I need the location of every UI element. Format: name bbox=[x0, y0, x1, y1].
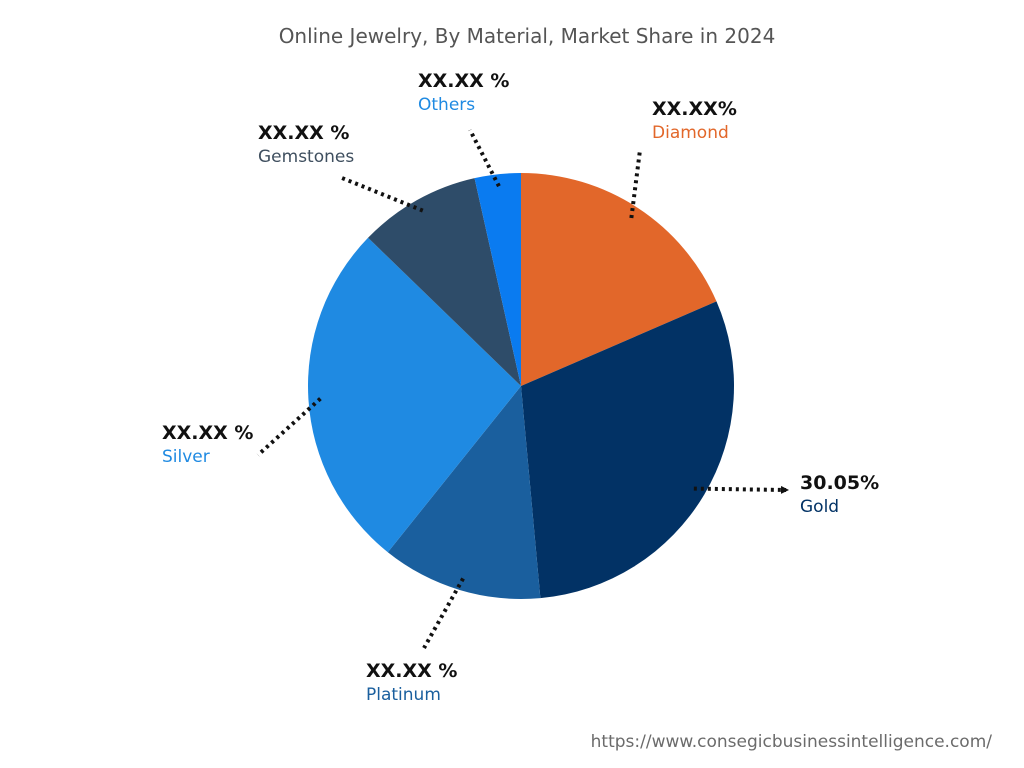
value-label-platinum: XX.XX % bbox=[366, 660, 458, 682]
pie-slice-gold bbox=[521, 301, 734, 599]
category-label-gemstones: Gemstones bbox=[258, 147, 355, 167]
pie-slice-diamond bbox=[521, 173, 717, 386]
value-label-others: XX.XX % bbox=[418, 70, 510, 92]
pie-slice-platinum bbox=[387, 386, 541, 599]
category-label-others: Others bbox=[418, 95, 476, 115]
leader-line-diamond bbox=[629, 149, 642, 219]
label-gold: 30.05% Gold bbox=[800, 474, 879, 516]
value-label-diamond: XX.XX% bbox=[652, 98, 737, 120]
pie-slice-silver bbox=[307, 237, 521, 553]
leader-line-silver bbox=[256, 397, 322, 457]
value-label-gemstones: XX.XX % bbox=[258, 122, 350, 144]
pie-slice-gemstones bbox=[368, 178, 521, 386]
label-platinum: XX.XX % Platinum bbox=[366, 662, 457, 704]
leader-line-gemstones bbox=[341, 176, 424, 213]
label-others: XX.XX % Others bbox=[418, 72, 509, 114]
value-label-gold: 30.05% bbox=[800, 472, 880, 494]
label-silver: XX.XX % Silver bbox=[162, 424, 253, 466]
category-label-gold: Gold bbox=[800, 497, 840, 517]
pie-slice-others bbox=[474, 173, 521, 386]
category-label-platinum: Platinum bbox=[366, 685, 441, 705]
label-gemstones: XX.XX % Gemstones bbox=[258, 124, 354, 166]
value-label-silver: XX.XX % bbox=[162, 422, 254, 444]
leader-line-gold bbox=[693, 485, 789, 494]
chart-title: Online Jewelry, By Material, Market Shar… bbox=[278, 24, 776, 48]
label-diamond: XX.XX% Diamond bbox=[652, 100, 737, 142]
category-label-silver: Silver bbox=[162, 447, 210, 467]
category-label-diamond: Diamond bbox=[652, 123, 729, 143]
source-url-link[interactable]: https://www.consegicbusinessintelligence… bbox=[590, 732, 992, 752]
